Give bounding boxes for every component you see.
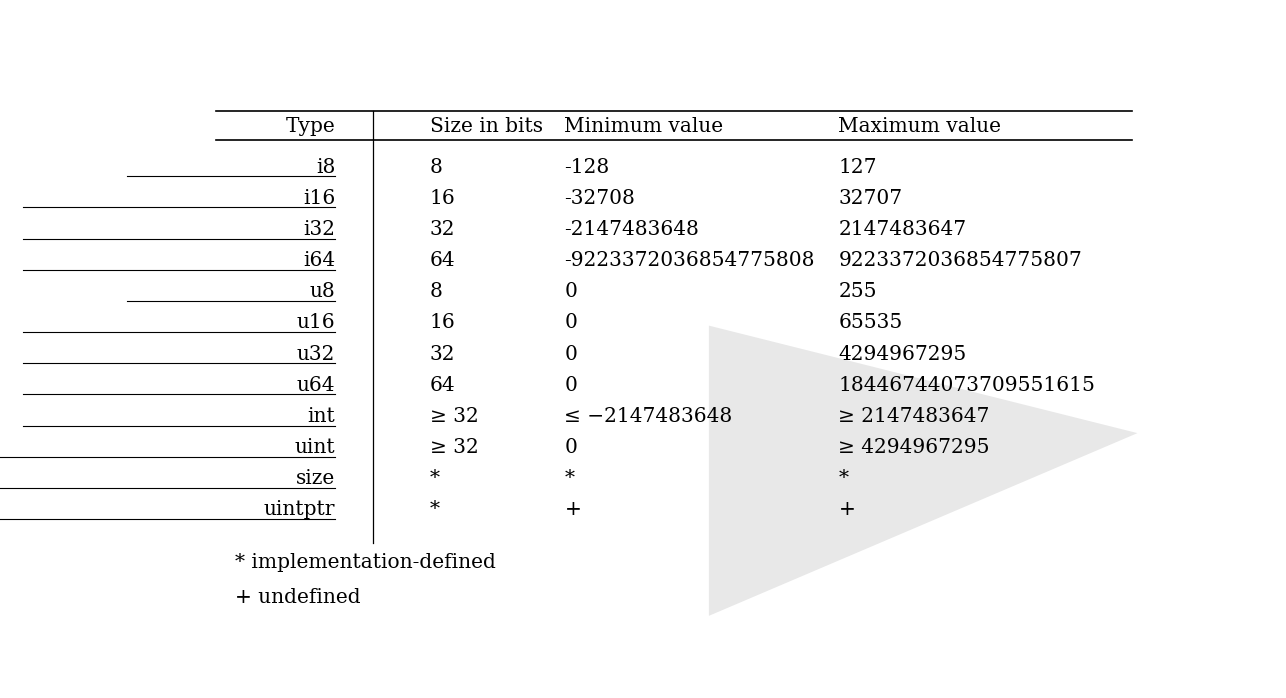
Text: u8: u8	[310, 282, 336, 302]
Text: *: *	[430, 500, 440, 519]
Text: u16: u16	[297, 313, 336, 332]
Text: 0: 0	[565, 282, 577, 302]
Polygon shape	[709, 325, 1138, 616]
Text: 0: 0	[565, 438, 577, 457]
Text: Maximum value: Maximum value	[838, 117, 1002, 136]
Text: Size in bits: Size in bits	[430, 117, 543, 136]
Text: Minimum value: Minimum value	[565, 117, 724, 136]
Text: i32: i32	[303, 220, 336, 239]
Text: 255: 255	[838, 282, 877, 302]
Text: u32: u32	[297, 345, 336, 364]
Text: ≥ 32: ≥ 32	[430, 407, 478, 426]
Text: -128: -128	[565, 158, 610, 177]
Text: 0: 0	[565, 376, 577, 395]
Text: 16: 16	[430, 188, 455, 208]
Text: +: +	[838, 500, 855, 519]
Text: 18446744073709551615: 18446744073709551615	[838, 376, 1096, 395]
Text: 32707: 32707	[838, 188, 903, 208]
Text: ≥ 4294967295: ≥ 4294967295	[838, 438, 990, 457]
Text: 0: 0	[565, 345, 577, 364]
Text: i16: i16	[303, 188, 336, 208]
Text: 65535: 65535	[838, 313, 903, 332]
Text: 8: 8	[430, 158, 442, 177]
Text: uint: uint	[294, 438, 336, 457]
Text: 8: 8	[430, 282, 442, 302]
Text: -32708: -32708	[565, 188, 635, 208]
Text: ≤ −2147483648: ≤ −2147483648	[565, 407, 733, 426]
Text: u64: u64	[297, 376, 336, 395]
Text: 16: 16	[430, 313, 455, 332]
Text: uintptr: uintptr	[264, 500, 336, 519]
Text: size: size	[296, 469, 336, 489]
Text: 64: 64	[430, 251, 455, 270]
Text: 9223372036854775807: 9223372036854775807	[838, 251, 1083, 270]
Text: -2147483648: -2147483648	[565, 220, 700, 239]
Text: i8: i8	[316, 158, 336, 177]
Text: 127: 127	[838, 158, 877, 177]
Text: *: *	[565, 469, 575, 489]
Text: + undefined: + undefined	[235, 588, 361, 607]
Text: i64: i64	[303, 251, 336, 270]
Text: 32: 32	[430, 345, 455, 364]
Text: *: *	[838, 469, 849, 489]
Text: 4294967295: 4294967295	[838, 345, 967, 364]
Text: -9223372036854775808: -9223372036854775808	[565, 251, 815, 270]
Text: *: *	[430, 469, 440, 489]
Text: int: int	[307, 407, 336, 426]
Text: Type: Type	[285, 117, 336, 136]
Text: 64: 64	[430, 376, 455, 395]
Text: ≥ 32: ≥ 32	[430, 438, 478, 457]
Text: 0: 0	[565, 313, 577, 332]
Text: +: +	[565, 500, 581, 519]
Text: * implementation-defined: * implementation-defined	[235, 553, 496, 572]
Text: ≥ 2147483647: ≥ 2147483647	[838, 407, 990, 426]
Text: 2147483647: 2147483647	[838, 220, 967, 239]
Text: 32: 32	[430, 220, 455, 239]
